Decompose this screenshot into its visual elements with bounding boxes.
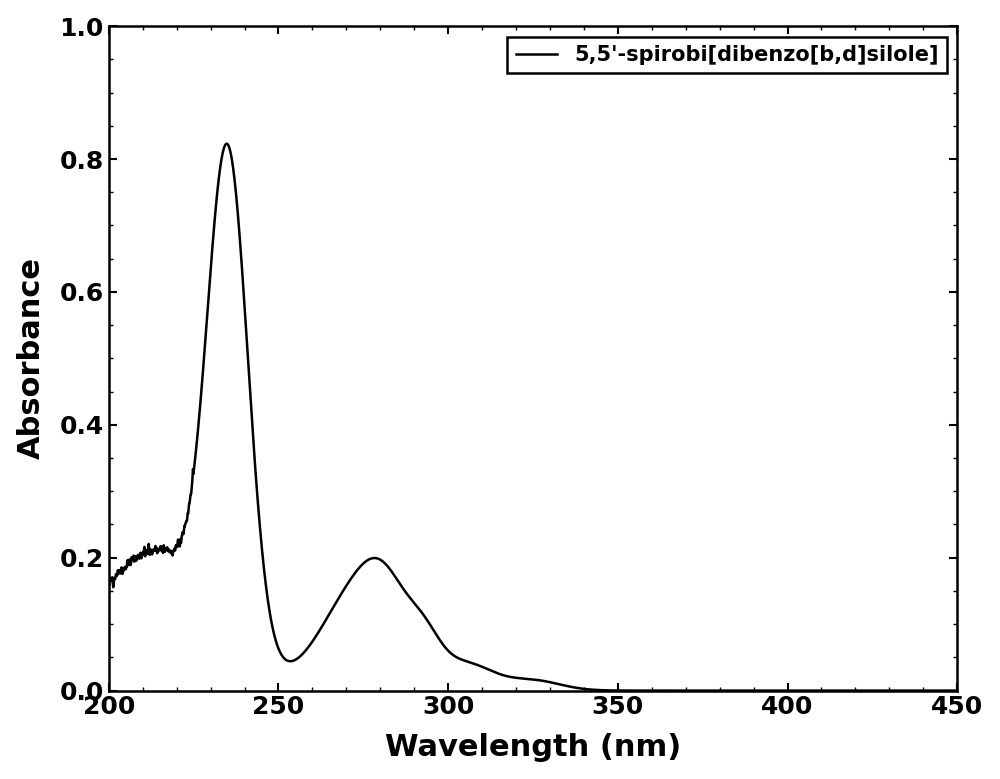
5,5'-spirobi[dibenzo[b,d]silole] [655,686,667,695]
5,5'-spirobi[dibenzo[b,d]silole] [800,686,812,695]
5,5'-spirobi[dibenzo[b,d]silole] [612,686,624,695]
5,5'-spirobi[dibenzo[b,d]silole] [427,625,439,634]
5,5'-spirobi[dibenzo[b,d]silole] [257,555,269,565]
5,5'-spirobi[dibenzo[b,d]silole] [736,686,748,695]
Line: 5,5'-spirobi[dibenzo[b,d]silole]: 5,5'-spirobi[dibenzo[b,d]silole] [109,143,957,690]
5,5'-spirobi[dibenzo[b,d]silole] [221,139,233,148]
5,5'-spirobi[dibenzo[b,d]silole] [951,686,963,695]
X-axis label: Wavelength (nm): Wavelength (nm) [385,733,681,763]
5,5'-spirobi[dibenzo[b,d]silole] [103,578,115,587]
Y-axis label: Absorbance: Absorbance [17,257,46,460]
Legend: 5,5'-spirobi[dibenzo[b,d]silole]: 5,5'-spirobi[dibenzo[b,d]silole] [507,37,947,73]
